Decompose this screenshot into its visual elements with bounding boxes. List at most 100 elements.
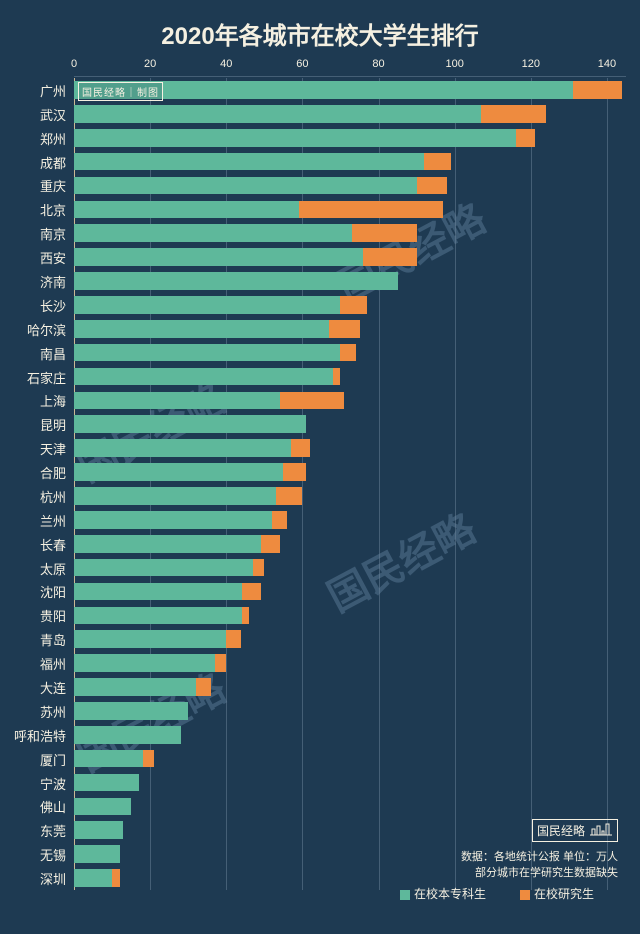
- bar-segment-undergrad: [74, 583, 242, 601]
- bar-segment-grad: [261, 535, 280, 553]
- x-tick-label: 120: [522, 58, 540, 70]
- bar-row: [74, 726, 626, 744]
- brand-logo-text: 国民经略: [537, 822, 585, 839]
- y-category-label: 武汉: [0, 105, 66, 124]
- bar-segment-undergrad: [74, 392, 280, 410]
- bar-segment-grad: [242, 607, 250, 625]
- bar-segment-undergrad: [74, 750, 143, 768]
- y-category-label: 天津: [0, 439, 66, 458]
- bar-segment-grad: [272, 511, 287, 529]
- bar-segment-grad: [276, 487, 303, 505]
- bar-segment-undergrad: [74, 201, 299, 219]
- bar-row: [74, 487, 626, 505]
- y-category-label: 苏州: [0, 702, 66, 721]
- bar-row: [74, 798, 626, 816]
- y-category-label: 青岛: [0, 630, 66, 649]
- bar-row: [74, 320, 626, 338]
- bar-segment-undergrad: [74, 272, 398, 290]
- bar-row: [74, 654, 626, 672]
- bar-row: [74, 439, 626, 457]
- y-category-label: 郑州: [0, 129, 66, 148]
- bar-segment-undergrad: [74, 607, 242, 625]
- bar-segment-grad: [424, 153, 451, 171]
- y-category-label: 兰州: [0, 511, 66, 530]
- bar-segment-undergrad: [74, 678, 196, 696]
- bar-segment-undergrad: [74, 344, 340, 362]
- bar-segment-grad: [112, 869, 120, 887]
- bar-row: [74, 559, 626, 577]
- legend-label: 在校本专科生: [414, 885, 486, 902]
- bar-row: [74, 248, 626, 266]
- bar-segment-undergrad: [74, 153, 424, 171]
- bar-row: [74, 463, 626, 481]
- bar-segment-undergrad: [74, 224, 352, 242]
- bar-row: [74, 224, 626, 242]
- y-category-label: 北京: [0, 200, 66, 219]
- bar-segment-grad: [481, 105, 546, 123]
- bar-segment-undergrad: [74, 869, 112, 887]
- y-category-label: 昆明: [0, 415, 66, 434]
- bar-segment-undergrad: [74, 415, 306, 433]
- bar-segment-undergrad: [74, 845, 120, 863]
- bar-segment-grad: [352, 224, 417, 242]
- bar-row: [74, 607, 626, 625]
- bar-row: [74, 296, 626, 314]
- legend-label: 在校研究生: [534, 885, 594, 902]
- chart-root: 2020年各城市在校大学生排行国民经略国民经略国民经略国民经略020406080…: [0, 0, 640, 934]
- y-category-label: 厦门: [0, 750, 66, 769]
- y-category-label: 广州: [0, 81, 66, 100]
- bar-segment-undergrad: [74, 320, 329, 338]
- bar-row: [74, 153, 626, 171]
- bar-segment-grad: [291, 439, 310, 457]
- bar-segment-undergrad: [74, 630, 226, 648]
- y-category-label: 哈尔滨: [0, 320, 66, 339]
- y-category-label: 杭州: [0, 487, 66, 506]
- bar-segment-grad: [417, 177, 447, 195]
- y-category-label: 西安: [0, 248, 66, 267]
- y-category-label: 太原: [0, 559, 66, 578]
- bar-segment-undergrad: [74, 487, 276, 505]
- bar-segment-grad: [363, 248, 416, 266]
- y-category-label: 长春: [0, 535, 66, 554]
- bar-segment-undergrad: [74, 296, 340, 314]
- bar-segment-undergrad: [74, 798, 131, 816]
- x-axis-line: [74, 76, 626, 77]
- inline-credit: 国民经略｜制图: [78, 82, 163, 101]
- bar-segment-undergrad: [74, 129, 516, 147]
- y-category-label: 成都: [0, 153, 66, 172]
- bar-segment-grad: [196, 678, 211, 696]
- bar-row: [74, 201, 626, 219]
- bar-segment-undergrad: [74, 177, 417, 195]
- bar-segment-undergrad: [74, 368, 333, 386]
- y-category-label: 南昌: [0, 344, 66, 363]
- legend-swatch: [400, 890, 410, 900]
- bar-segment-undergrad: [74, 654, 215, 672]
- bar-segment-undergrad: [74, 702, 188, 720]
- brand-logo-icon: [589, 822, 613, 839]
- y-category-label: 呼和浩特: [0, 726, 66, 745]
- bar-row: [74, 177, 626, 195]
- legend-swatch: [520, 890, 530, 900]
- footer-source: 数据：各地统计公报 单位：万人: [461, 848, 618, 864]
- x-tick-label: 40: [220, 58, 232, 70]
- y-category-label: 宁波: [0, 774, 66, 793]
- bar-segment-grad: [340, 344, 355, 362]
- bar-segment-grad: [143, 750, 154, 768]
- bar-row: [74, 750, 626, 768]
- bar-segment-grad: [516, 129, 535, 147]
- bar-row: [74, 583, 626, 601]
- bar-segment-undergrad: [74, 559, 253, 577]
- footer-note: 部分城市在学研究生数据缺失: [475, 864, 618, 880]
- y-category-label: 无锡: [0, 845, 66, 864]
- bar-row: [74, 368, 626, 386]
- bar-row: [74, 415, 626, 433]
- y-category-label: 福州: [0, 654, 66, 673]
- bar-segment-grad: [299, 201, 444, 219]
- bar-segment-undergrad: [74, 105, 481, 123]
- bar-row: [74, 392, 626, 410]
- bar-row: [74, 272, 626, 290]
- y-category-label: 石家庄: [0, 368, 66, 387]
- bar-segment-undergrad: [74, 774, 139, 792]
- bar-segment-undergrad: [74, 439, 291, 457]
- brand-logo: 国民经略: [532, 819, 618, 842]
